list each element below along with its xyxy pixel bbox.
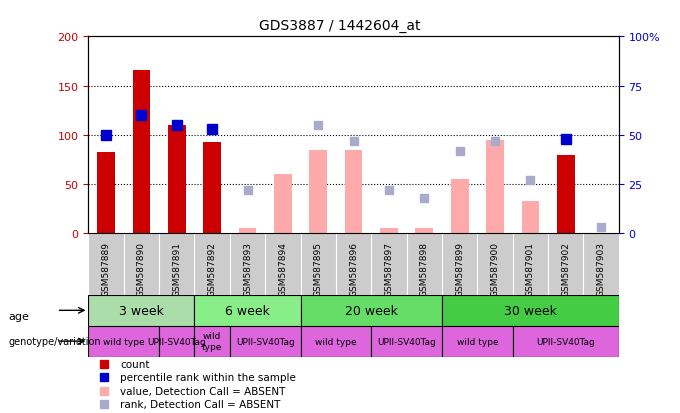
Text: GSM587900: GSM587900 [490, 241, 500, 296]
Bar [442, 326, 513, 357]
Text: wild type: wild type [103, 337, 145, 346]
Text: 30 week: 30 week [504, 304, 557, 317]
Bar [239, 229, 256, 234]
Bar [513, 326, 619, 357]
Text: wild type: wild type [315, 337, 357, 346]
Text: GDS3887 / 1442604_at: GDS3887 / 1442604_at [259, 19, 421, 33]
Text: GSM587890: GSM587890 [137, 241, 146, 296]
Text: UPII-SV40Tag: UPII-SV40Tag [377, 337, 436, 346]
Bar [442, 295, 619, 326]
Text: 20 week: 20 week [345, 304, 398, 317]
Text: GSM587892: GSM587892 [207, 241, 217, 296]
Text: GSM587898: GSM587898 [420, 241, 429, 296]
Text: 3 week: 3 week [119, 304, 164, 317]
Bar [168, 126, 186, 234]
Text: wild type: wild type [456, 337, 498, 346]
Text: UPII-SV40Tag: UPII-SV40Tag [236, 337, 294, 346]
Bar [159, 326, 194, 357]
Text: percentile rank within the sample: percentile rank within the sample [120, 373, 296, 382]
Text: GSM587899: GSM587899 [455, 241, 464, 296]
Text: GSM587896: GSM587896 [349, 241, 358, 296]
Bar [230, 326, 301, 357]
Bar [486, 140, 504, 234]
Bar [380, 229, 398, 234]
Text: rank, Detection Call = ABSENT: rank, Detection Call = ABSENT [120, 399, 281, 408]
Text: GSM587893: GSM587893 [243, 241, 252, 296]
Bar [301, 326, 371, 357]
Bar [301, 295, 442, 326]
Bar [194, 295, 301, 326]
Bar [97, 152, 115, 234]
Text: GSM587901: GSM587901 [526, 241, 535, 296]
Bar [522, 201, 539, 234]
Text: genotype/variation: genotype/variation [9, 336, 101, 346]
Text: GSM587894: GSM587894 [278, 241, 288, 296]
Text: count: count [120, 359, 150, 370]
Text: UPII-SV40Tag: UPII-SV40Tag [537, 337, 595, 346]
Bar [415, 229, 433, 234]
Bar [88, 295, 194, 326]
Text: GSM587895: GSM587895 [313, 241, 323, 296]
Text: GSM587889: GSM587889 [101, 241, 111, 296]
Bar [451, 180, 469, 234]
Text: age: age [9, 311, 30, 321]
Text: GSM587897: GSM587897 [384, 241, 394, 296]
Bar [194, 326, 230, 357]
Text: UPII-SV40Tag: UPII-SV40Tag [148, 337, 206, 346]
Text: value, Detection Call = ABSENT: value, Detection Call = ABSENT [120, 386, 286, 396]
Bar [133, 71, 150, 234]
Bar [557, 155, 575, 234]
Bar [203, 142, 221, 234]
Bar [274, 175, 292, 234]
Bar [88, 326, 159, 357]
Bar [371, 326, 442, 357]
Text: GSM587902: GSM587902 [561, 241, 571, 296]
Bar [345, 150, 362, 234]
Text: 6 week: 6 week [225, 304, 270, 317]
Text: GSM587891: GSM587891 [172, 241, 182, 296]
Bar [309, 150, 327, 234]
Text: wild
type: wild type [202, 332, 222, 351]
Text: GSM587903: GSM587903 [596, 241, 606, 296]
